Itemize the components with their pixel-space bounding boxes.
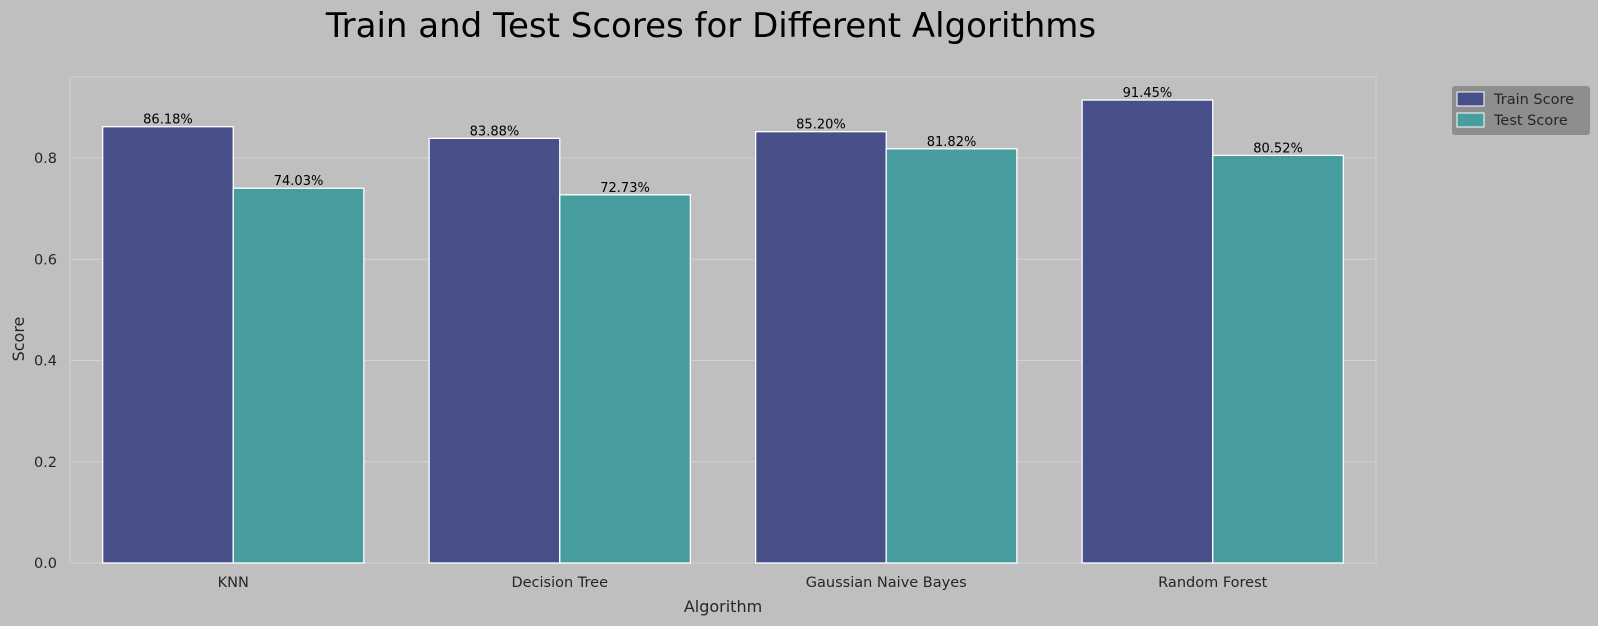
bar-train-score [102, 126, 234, 564]
bar-test-score [232, 187, 365, 564]
legend-swatch [1456, 91, 1485, 107]
legend-label: Test Score [1493, 113, 1568, 129]
x-tick-label: Gaussian Naive Bayes [806, 575, 967, 591]
bar-data-label: 72.73% [600, 181, 650, 196]
bar-train-score [755, 131, 887, 564]
bar-data-label: 86.18% [143, 113, 193, 128]
y-axis-label: Score [9, 317, 28, 362]
bar-data-label: 83.88% [470, 124, 520, 139]
y-tick-label: 0.4 [34, 354, 57, 370]
x-axis-label: Algorithm [684, 597, 762, 616]
legend-box [1452, 86, 1590, 135]
y-tick-label: 0.2 [34, 455, 57, 471]
bar-data-label: 85.20% [796, 118, 846, 133]
x-tick-label: Decision Tree [511, 575, 608, 591]
x-tick-label: KNN [218, 575, 249, 591]
bar-data-label: 80.52% [1253, 141, 1303, 156]
legend-swatch [1456, 112, 1485, 128]
bar-train-score [428, 137, 561, 564]
bar-data-label: 81.82% [927, 135, 977, 150]
bar-data-label: 74.03% [274, 174, 324, 189]
bar-test-score [559, 194, 692, 564]
bar-test-score [885, 148, 1018, 564]
chart-title: Train and Test Scores for Different Algo… [325, 6, 1096, 46]
y-tick-label: 0.0 [34, 556, 57, 572]
legend: Train Score Test Score [1452, 86, 1590, 135]
y-tick-label: 0.6 [34, 252, 57, 268]
bar-test-score [1212, 154, 1345, 564]
x-tick-label: Random Forest [1158, 575, 1267, 591]
legend-label: Train Score [1493, 92, 1574, 108]
bar-train-score [1081, 99, 1214, 564]
bar-data-label: 91.45% [1123, 86, 1173, 101]
plot-area: 0.0 0.2 0.4 0.6 0.8 86.18% 74.03% KNN 83.88% 72.7… [34, 76, 1377, 591]
y-tick-label: 0.8 [34, 151, 57, 167]
